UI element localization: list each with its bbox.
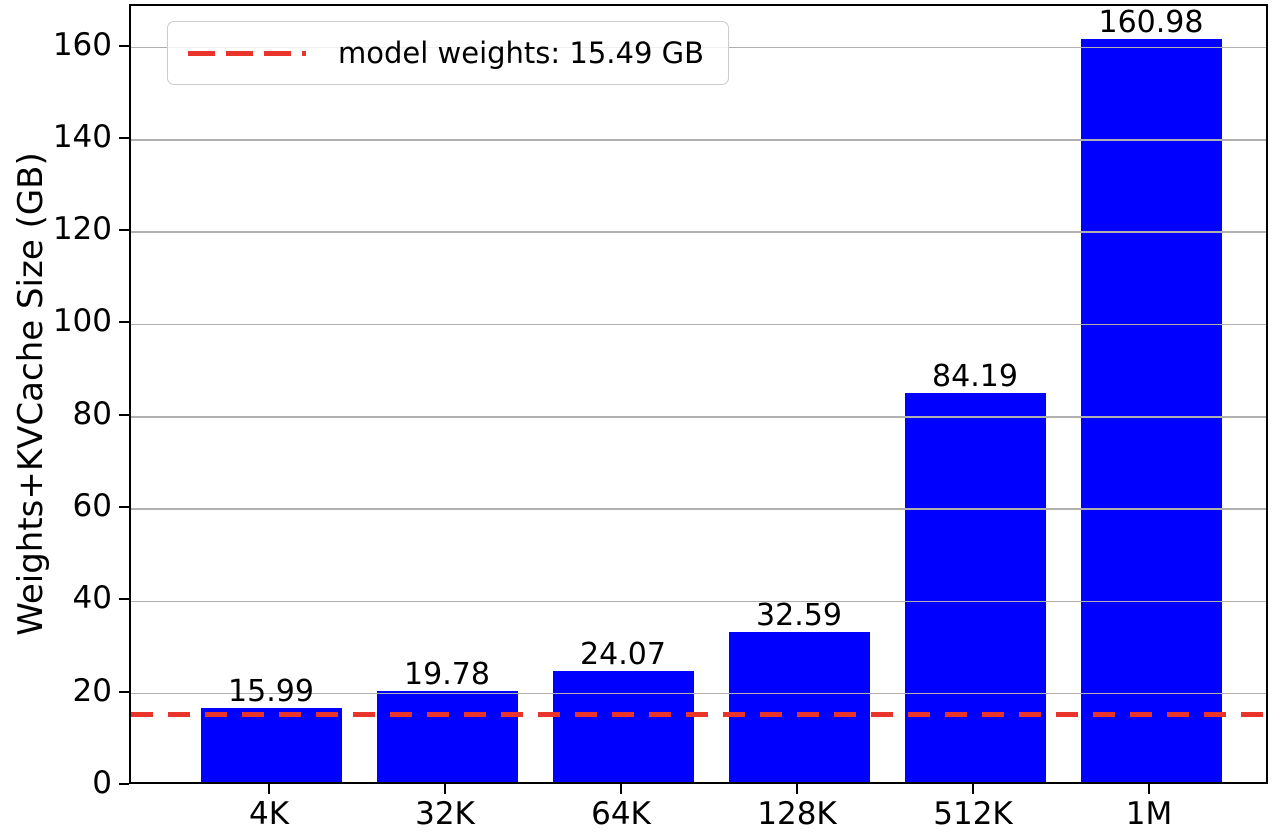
y-tick-mark [119, 136, 129, 139]
x-tick-label: 1M [1125, 796, 1173, 832]
y-tick-mark [119, 44, 129, 47]
y-axis-title: Weights+KVCache Size (GB) [11, 152, 51, 636]
legend-dashed-line-sample [188, 50, 306, 56]
y-tick-label: 80 [72, 395, 112, 432]
gridline [131, 231, 1266, 233]
plot-area: 15.99 19.78 24.07 32.59 84.19 160.98 model we… [129, 4, 1268, 784]
y-tick-label: 120 [52, 211, 112, 248]
bar-value-label: 24.07 [580, 636, 666, 672]
x-tick-label: 32K [415, 796, 475, 832]
x-tick-label: 512K [933, 796, 1013, 832]
y-tick-mark [119, 321, 129, 324]
bar [200, 708, 342, 782]
y-tick-label: 60 [72, 488, 112, 525]
gridline [131, 139, 1266, 141]
bar [376, 690, 518, 782]
y-tick-label: 160 [52, 26, 112, 63]
x-tick-mark [444, 784, 446, 794]
gridline [131, 416, 1266, 418]
x-tick-label: 128K [757, 796, 837, 832]
gridline [131, 508, 1266, 510]
x-tick-mark [268, 784, 270, 794]
reference-line [131, 712, 1266, 717]
x-tick-mark [1148, 784, 1150, 794]
x-tick-label: 64K [591, 796, 651, 832]
bar-value-label: 32.59 [756, 597, 842, 633]
bar-value-label: 84.19 [932, 359, 1018, 395]
legend: model weights: 15.49 GB [167, 21, 729, 85]
y-tick-label: 140 [52, 118, 112, 155]
y-tick-mark [119, 413, 129, 416]
x-tick-mark [796, 784, 798, 794]
y-tick-mark [119, 506, 129, 509]
bar-value-label: 160.98 [1098, 5, 1204, 41]
x-tick-mark [620, 784, 622, 794]
bar [552, 670, 694, 782]
x-tick-label: 4K [248, 796, 290, 832]
y-tick-mark [119, 598, 129, 601]
bar [904, 393, 1046, 782]
y-tick-mark [119, 229, 129, 232]
gridline [131, 692, 1266, 695]
y-tick-mark [119, 690, 129, 693]
y-tick-mark [119, 783, 129, 785]
bar [1080, 39, 1222, 782]
x-tick-mark [972, 784, 974, 794]
y-tick-label: 100 [52, 303, 112, 340]
y-tick-label: 40 [72, 580, 112, 617]
bar-value-label: 19.78 [404, 656, 490, 692]
gridline [131, 600, 1266, 603]
gridline [131, 323, 1266, 326]
y-tick-label: 0 [92, 765, 112, 801]
y-tick-label: 20 [72, 672, 112, 709]
bar-value-label: 15.99 [228, 674, 314, 710]
bar [728, 631, 870, 782]
legend-label: model weights: 15.49 GB [338, 36, 704, 70]
